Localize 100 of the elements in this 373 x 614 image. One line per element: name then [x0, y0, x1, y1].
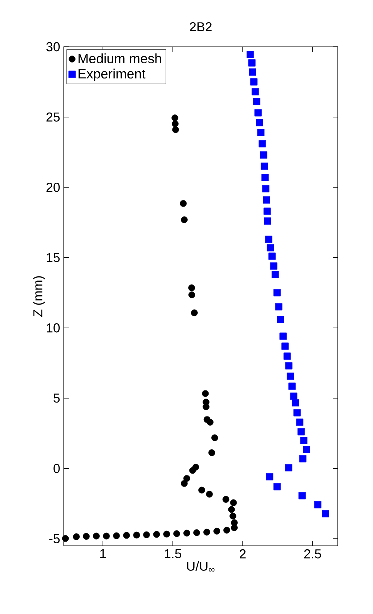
point	[288, 382, 296, 390]
point	[230, 500, 238, 506]
point	[254, 109, 262, 117]
point	[292, 399, 300, 407]
point	[208, 450, 216, 456]
point	[256, 119, 264, 126]
legend-label: Medium mesh	[78, 54, 162, 64]
point	[206, 491, 214, 498]
point	[181, 480, 188, 488]
point	[250, 78, 258, 86]
point	[285, 464, 293, 472]
point	[252, 88, 260, 96]
point	[268, 252, 276, 260]
point	[153, 531, 160, 538]
point	[274, 289, 281, 297]
point	[282, 342, 289, 350]
point	[214, 528, 220, 535]
point	[265, 236, 273, 244]
point	[303, 446, 310, 454]
point	[189, 467, 196, 474]
point	[163, 530, 170, 538]
point	[184, 530, 190, 537]
point	[206, 419, 214, 426]
point	[298, 492, 306, 500]
point	[277, 316, 284, 324]
point	[249, 68, 256, 76]
point	[230, 512, 237, 520]
point	[270, 262, 278, 270]
point	[296, 418, 304, 426]
y-tick-label: 20	[46, 182, 60, 192]
point	[284, 352, 291, 360]
point	[258, 140, 266, 148]
point	[290, 392, 298, 400]
y-tick-label: 30	[46, 42, 60, 52]
point	[212, 434, 218, 442]
y-axis-title: Z (mm)	[33, 276, 46, 317]
point	[202, 404, 210, 410]
point	[172, 114, 179, 122]
point	[93, 532, 100, 540]
point	[188, 292, 196, 298]
point	[258, 129, 265, 136]
point	[262, 185, 270, 193]
point	[298, 428, 305, 436]
point	[299, 455, 307, 463]
point	[246, 51, 254, 58]
y-tick-label: 10	[47, 324, 60, 333]
y-tick-label: 25	[46, 112, 60, 122]
point	[73, 534, 80, 540]
point	[248, 60, 256, 67]
point	[191, 310, 198, 316]
point	[261, 162, 268, 170]
point	[143, 532, 150, 538]
point	[103, 532, 110, 540]
y-tick-label: -5	[50, 534, 60, 544]
y-tick-label: 15	[47, 253, 60, 262]
legend-label: Experiment	[78, 68, 146, 82]
point	[314, 501, 322, 509]
point	[253, 98, 261, 106]
point	[287, 372, 294, 380]
point	[204, 528, 210, 536]
x-axis-title: U/U$_{∞}$	[187, 562, 215, 572]
point	[180, 200, 187, 208]
point	[172, 126, 180, 134]
point	[264, 208, 272, 216]
chart-title: 2B2	[190, 22, 212, 32]
point	[113, 532, 120, 540]
point	[280, 332, 287, 340]
point	[272, 271, 280, 278]
x-tick-label: 2.5	[304, 550, 322, 559]
point	[274, 483, 281, 491]
x-tick-label: 2	[240, 550, 246, 559]
point	[228, 506, 236, 514]
point	[202, 390, 210, 398]
point	[267, 244, 274, 252]
point	[83, 533, 90, 540]
x-tick-label: 1.5	[165, 550, 182, 559]
point	[275, 303, 283, 311]
point	[172, 120, 179, 128]
point	[194, 530, 200, 536]
point	[262, 174, 269, 182]
point	[133, 532, 140, 539]
point	[260, 152, 268, 159]
point	[123, 532, 130, 539]
point	[224, 526, 230, 534]
point	[263, 196, 270, 204]
point	[188, 284, 196, 292]
point	[285, 362, 293, 370]
y-tick-label: 0	[54, 464, 60, 474]
point	[222, 496, 230, 504]
point	[322, 510, 330, 518]
point	[231, 524, 238, 532]
y-tick-label: 5	[54, 394, 60, 403]
point	[266, 473, 274, 481]
point	[264, 218, 272, 225]
x-tick-label: 1	[100, 550, 106, 558]
point	[184, 475, 190, 482]
point	[198, 486, 206, 494]
point	[174, 530, 180, 538]
point	[62, 535, 70, 542]
point	[181, 216, 188, 224]
